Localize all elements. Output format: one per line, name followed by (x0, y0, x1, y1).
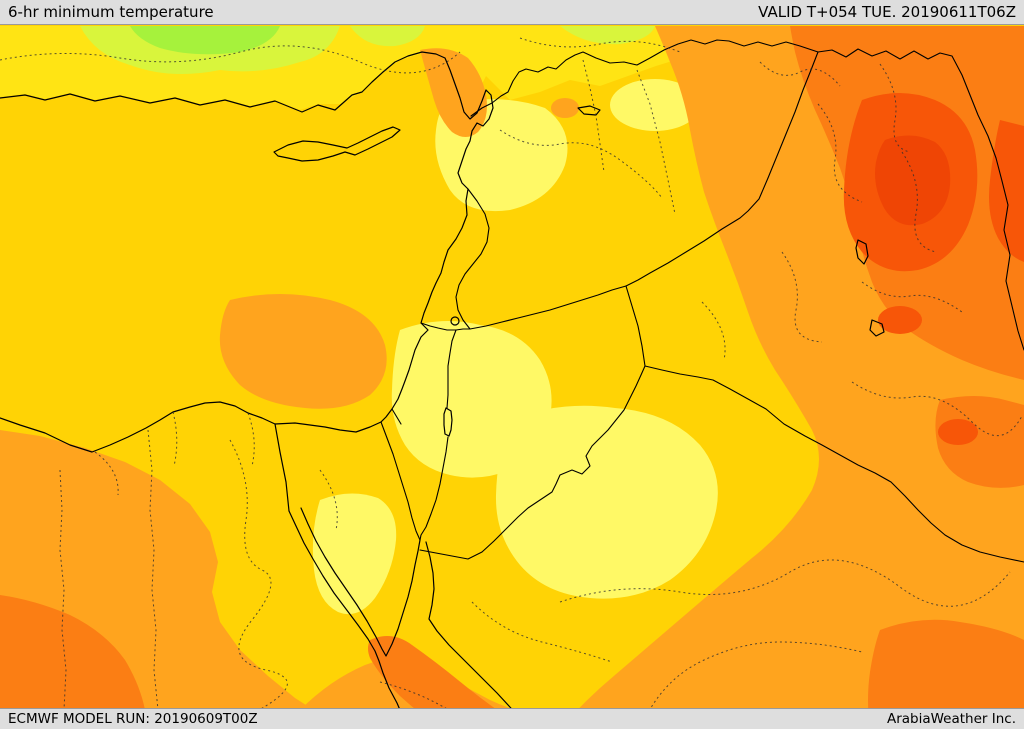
syria-jordan-border (469, 285, 627, 330)
branding-label: ArabiaWeather Inc. (886, 711, 1016, 727)
mediterranean-coastline (0, 51, 494, 453)
gaza-strip-border (391, 408, 402, 425)
footer-bar: ECMWF MODEL RUN: 20190609T00Z ArabiaWeat… (0, 708, 1024, 729)
temp-band-light-yellow (312, 79, 718, 615)
israel-jordan-north-border (446, 329, 457, 409)
header-bar: 6-hr minimum temperature VALID T+054 TUE… (0, 0, 1024, 25)
sinai-peninsula-coast (300, 507, 421, 657)
admin-boundaries-dotted (0, 37, 1023, 729)
israel-lebanon-border (420, 322, 471, 331)
temp-band-green (130, 26, 280, 55)
lebanon-syria-border (455, 188, 490, 330)
gulf-of-aqaba-saudi-coast (425, 541, 528, 729)
model-run-label: ECMWF MODEL RUN: 20190609T00Z (8, 711, 258, 727)
iraq-saudi-border (644, 365, 1024, 563)
gulf-of-suez-red-sea-west-shore (288, 510, 408, 729)
suez-canal-line (274, 423, 290, 512)
jordan-saudi-border (419, 365, 646, 560)
lake-razzaza (869, 319, 885, 337)
cyprus-island (273, 126, 401, 162)
turkey-syria-iraq-iran-border (470, 39, 1024, 351)
country-borders (380, 39, 1024, 563)
lake-assad (577, 105, 601, 116)
dead-sea (443, 407, 453, 437)
sea-of-galilee (450, 316, 460, 326)
temp-band-deep-red (875, 135, 951, 226)
lake-tharthar (855, 239, 869, 265)
egypt-israel-border (380, 421, 421, 541)
jordan-iraq-border (625, 285, 646, 367)
coastlines (0, 51, 885, 729)
israel-jordan-arava-border (419, 436, 449, 541)
syria-iraq-border (625, 51, 819, 287)
valid-time-label: VALID T+054 TUE. 20190611T06Z (758, 3, 1016, 21)
map-title: 6-hr minimum temperature (8, 3, 214, 21)
